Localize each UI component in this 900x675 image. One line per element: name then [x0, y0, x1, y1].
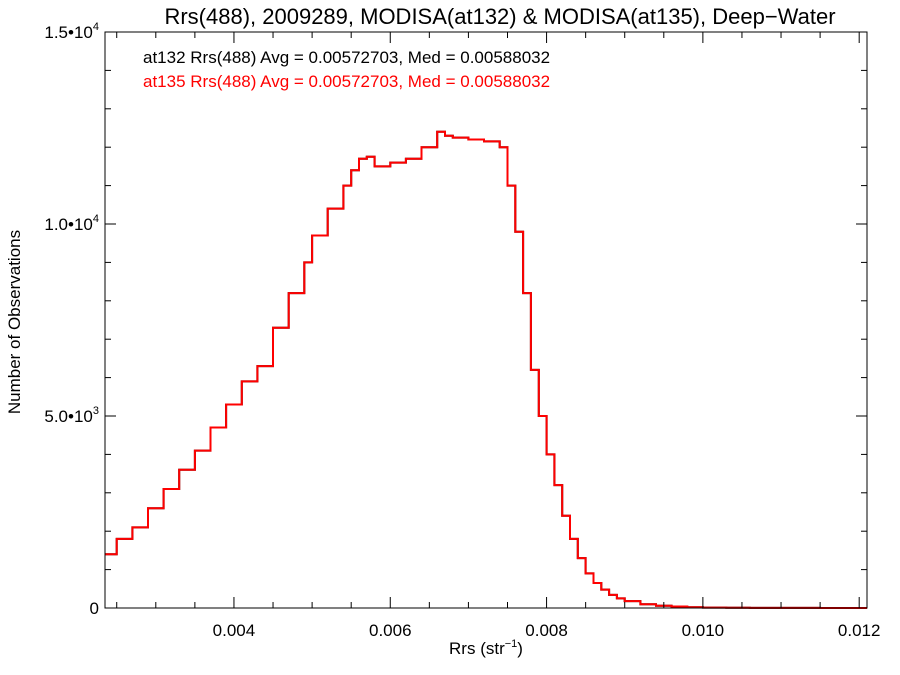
x-axis-label-close: ): [517, 639, 523, 658]
x-tick-label: 0.006: [369, 621, 412, 640]
y-tick-label: 0: [90, 599, 99, 618]
series-line-at132: [105, 130, 867, 609]
y-tick-mantissa: 0: [90, 599, 99, 618]
annotations: at132 Rrs(488) Avg = 0.00572703, Med = 0…: [143, 48, 550, 91]
x-axis-label-base: Rrs (str: [449, 639, 505, 658]
plot-frame: [104, 31, 868, 609]
x-axis-label-sup: −1: [505, 638, 518, 650]
y-tick-mantissa: 1.0•10: [44, 215, 93, 234]
x-tick-label: 0.004: [213, 621, 256, 640]
axes: 0.004 0.006 0.008 0.010 0.01205.0•1031.0•104…: [44, 21, 880, 640]
y-tick-exponent: 3: [93, 405, 99, 417]
y-tick-mantissa: 1.5•10: [44, 23, 93, 42]
y-tick-label: 5.0•103: [44, 405, 99, 426]
y-tick-mantissa: 5.0•10: [44, 407, 93, 426]
y-tick-exponent: 4: [93, 21, 99, 33]
stats-annotation-1: at132 Rrs(488) Avg = 0.00572703, Med = 0…: [143, 48, 550, 67]
x-tick-label: 0.008: [525, 621, 568, 640]
x-tick-label: 0.012: [838, 621, 881, 640]
chart-title: Rrs(488), 2009289, MODISA(at132) & MODIS…: [164, 4, 835, 29]
y-tick-exponent: 4: [93, 213, 99, 225]
y-axis-label: Number of Observations: [5, 230, 24, 414]
y-tick-label: 1.5•104: [44, 21, 99, 42]
series-line-at135: [105, 130, 867, 609]
x-axis-label: Rrs (str−1): [449, 638, 523, 658]
stats-annotation-2: at135 Rrs(488) Avg = 0.00572703, Med = 0…: [143, 72, 550, 91]
plot-area: [105, 130, 867, 609]
x-tick-label: 0.010: [682, 621, 725, 640]
y-tick-label: 1.0•104: [44, 213, 99, 234]
